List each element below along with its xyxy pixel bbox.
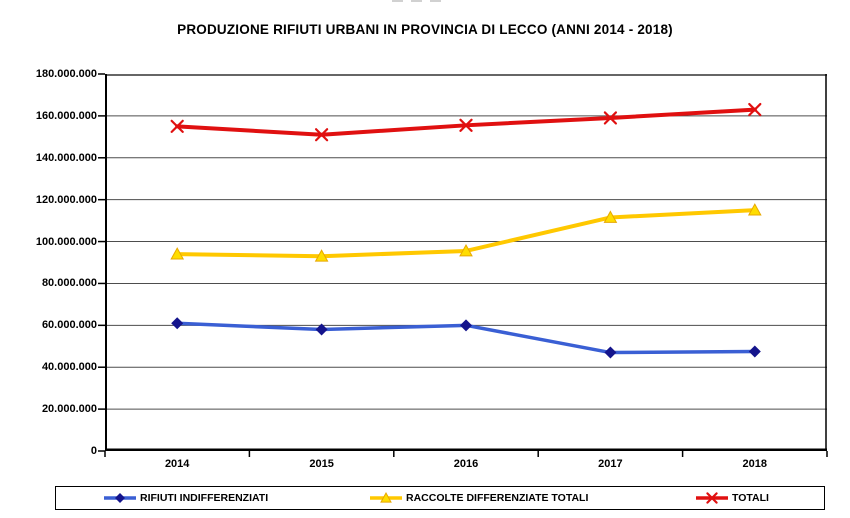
legend-label: RIFIUTI INDIFFERENZIATI [140, 492, 269, 504]
y-axis-tick-label: 80.000.000 [41, 277, 97, 290]
chart-title: PRODUZIONE RIFIUTI URBANI IN PROVINCIA D… [177, 22, 673, 37]
legend-item-totali: TOTALI [696, 487, 769, 509]
x-axis-tick-label: 2014 [164, 458, 190, 470]
legend-diamond-marker-icon [104, 493, 136, 503]
y-axis-tick-label: 100.000.000 [35, 235, 97, 248]
legend-label: TOTALI [732, 492, 769, 504]
x-axis-tick-label: 2018 [742, 458, 768, 470]
artifact-mark [392, 0, 403, 2]
y-axis-tick-label: 0 [90, 445, 97, 457]
y-axis-tick-label: 20.000.000 [41, 403, 97, 416]
x-axis-tick-label: 2017 [598, 458, 623, 470]
x-axis-tick-label: 2016 [453, 458, 479, 470]
y-axis-tick-label: 180.000.000 [35, 68, 97, 80]
cropped-text-artifact [392, 0, 441, 3]
artifact-mark [411, 0, 422, 2]
x-axis-tick-label: 2015 [309, 458, 334, 470]
plot-area [98, 73, 828, 457]
legend: RIFIUTI INDIFFERENZIATI RACCOLTE DIFFERE… [55, 486, 825, 510]
legend-label: RACCOLTE DIFFERENZIATE TOTALI [406, 492, 589, 504]
y-axis-tick-label: 160.000.000 [35, 109, 97, 122]
legend-item-rifiuti-indifferenziati: RIFIUTI INDIFFERENZIATI [104, 487, 268, 509]
y-axis-tick-label: 140.000.000 [35, 151, 97, 164]
legend-item-raccolte-differenziate-totali: RACCOLTE DIFFERENZIATE TOTALI [370, 487, 588, 509]
legend-triangle-marker-icon [370, 491, 402, 503]
y-axis-tick-label: 120.000.000 [35, 193, 97, 206]
legend-x-marker-icon [696, 492, 728, 504]
y-axis-tick-label: 60.000.000 [41, 319, 97, 332]
y-axis-tick-label: 40.000.000 [41, 361, 97, 374]
artifact-mark [430, 0, 441, 2]
chart-canvas [98, 73, 828, 457]
